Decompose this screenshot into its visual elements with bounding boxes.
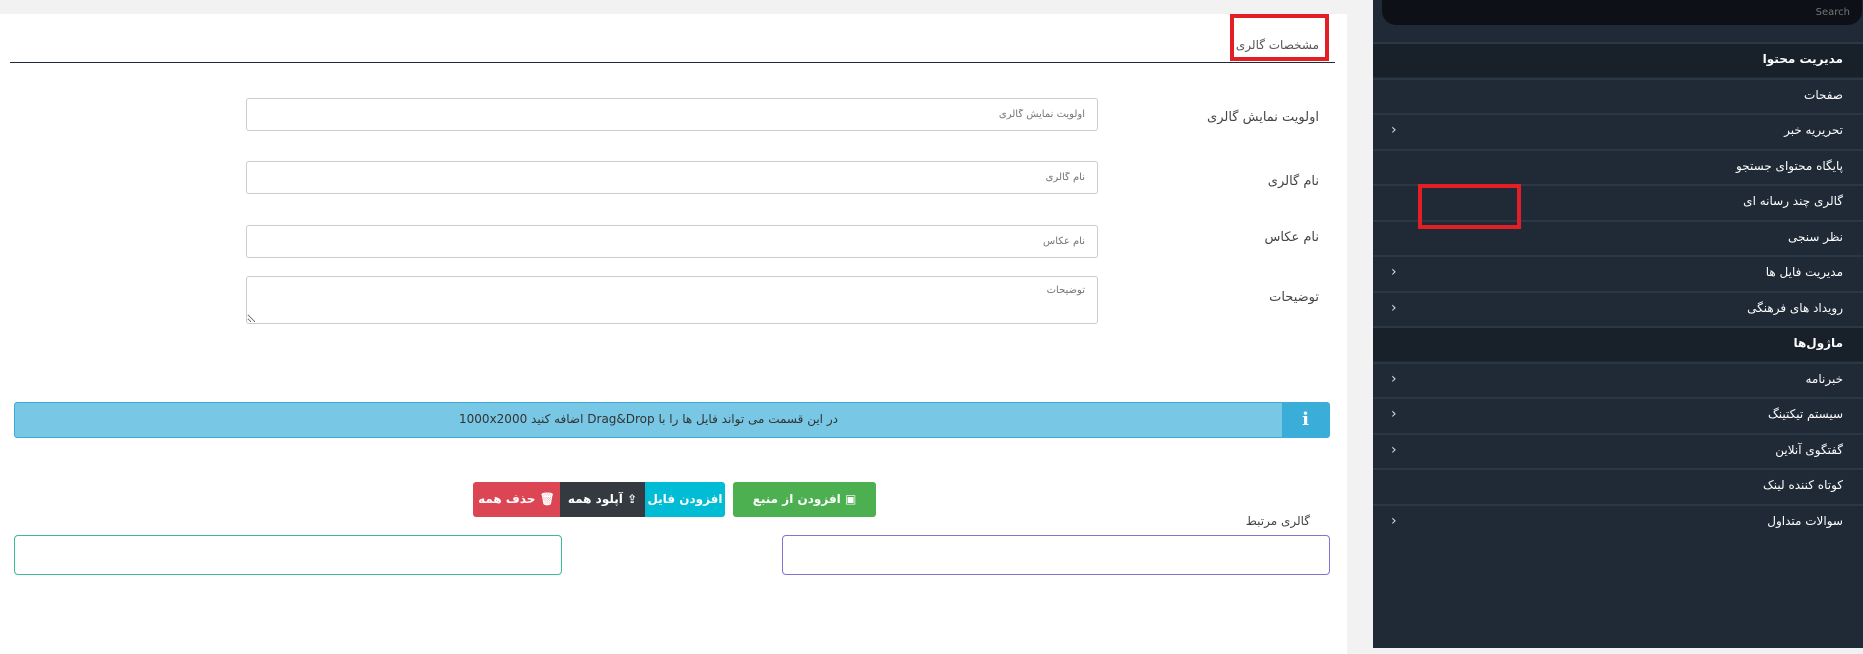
priority-input[interactable] bbox=[246, 98, 1098, 131]
add-file-label: افزودن فایل bbox=[647, 492, 723, 506]
photographer-label: نام عکاس bbox=[1264, 230, 1319, 245]
highlight-box bbox=[1418, 184, 1521, 229]
sidebar-item[interactable]: خبرنامه ‹ bbox=[1373, 361, 1863, 397]
sidebar-item[interactable]: پایگاه محتوای جستجو bbox=[1373, 148, 1863, 184]
gallery-name-label: نام گالری bbox=[1267, 174, 1319, 189]
sidebar-item-label: سوالات متداول bbox=[1767, 513, 1843, 528]
description-label: توضیحات bbox=[1269, 290, 1319, 305]
delete-all-label: حذف همه bbox=[478, 492, 536, 506]
sidebar-item-label: گفتگوی آنلاین bbox=[1775, 442, 1843, 457]
tab-divider bbox=[10, 62, 1335, 63]
sidebar-item[interactable]: نظر سنجی bbox=[1373, 219, 1863, 255]
info-alert: i در این قسمت می تواند فایل ها را با Dra… bbox=[14, 402, 1330, 438]
sidebar-item-label: ماژول‌ها bbox=[1793, 336, 1843, 350]
sidebar-item[interactable]: رویداد های فرهنگی ‹ bbox=[1373, 290, 1863, 326]
sidebar-section-header: مدیریت محتوا bbox=[1373, 42, 1863, 77]
chevron-left-icon: ‹ bbox=[1391, 264, 1397, 280]
image-icon: ▣ bbox=[840, 492, 857, 506]
sidebar-item[interactable]: گالری چند رسانه ای bbox=[1373, 184, 1863, 219]
photographer-input[interactable] bbox=[246, 225, 1098, 258]
sidebar-item-label: کوتاه کننده لینک bbox=[1762, 478, 1843, 492]
delete-all-button[interactable]: 🗑 حذف همه bbox=[473, 482, 560, 517]
chevron-left-icon: ‹ bbox=[1391, 299, 1397, 316]
sidebar-item-label: پایگاه محتوای جستجو bbox=[1736, 158, 1843, 173]
add-from-source-button[interactable]: ▣ افزودن از منبع فایل‌ها bbox=[733, 482, 876, 541]
info-text: در این قسمت می تواند فایل ها را با Drag&… bbox=[459, 412, 838, 426]
sidebar-item[interactable]: صفحات bbox=[1373, 77, 1863, 113]
chevron-left-icon: ‹ bbox=[1391, 512, 1397, 529]
sidebar-section-header: ماژول‌ها bbox=[1373, 326, 1863, 361]
sidebar-item-label: نظر سنجی bbox=[1787, 229, 1843, 244]
upload-icon: ⇪ bbox=[622, 492, 638, 506]
related-gallery-label: گالری مرتبط bbox=[1245, 514, 1310, 528]
gallery-form-card: مشخصات گالری اولویت نمایش گالری نام گالر… bbox=[0, 14, 1347, 654]
gallery-name-input[interactable] bbox=[246, 161, 1098, 194]
search-input[interactable] bbox=[1382, 0, 1862, 25]
sidebar-item-label: گالری چند رسانه ای bbox=[1743, 194, 1843, 208]
priority-label: اولویت نمایش گالری bbox=[1207, 110, 1319, 125]
add-file-button[interactable]: افزودن فایل bbox=[645, 482, 725, 517]
sidebar-item[interactable]: سیستم تیکتینگ ‹ bbox=[1373, 397, 1863, 432]
sidebar-item-label: تحریریه خبر bbox=[1784, 123, 1843, 137]
upload-all-button[interactable]: ⇪ آپلود همه bbox=[560, 482, 645, 517]
sidebar: مدیریت محتوا صفحات تحریریه خبر ‹ پایگاه محتو… bbox=[1373, 0, 1863, 648]
sidebar-item[interactable]: مدیریت فایل ها ‹ bbox=[1373, 255, 1863, 290]
sidebar-item[interactable]: سوالات متداول ‹ bbox=[1373, 503, 1863, 539]
upload-all-label: آپلود همه bbox=[567, 492, 623, 506]
related-gallery-select[interactable] bbox=[782, 535, 1330, 575]
sidebar-item-label: مدیریت فایل ها bbox=[1765, 265, 1843, 279]
chevron-left-icon: ‹ bbox=[1391, 370, 1397, 387]
trash-icon: 🗑 bbox=[535, 492, 555, 506]
sidebar-item-label: خبرنامه bbox=[1805, 371, 1843, 386]
info-icon: i bbox=[1282, 403, 1329, 437]
chevron-left-icon: ‹ bbox=[1391, 441, 1397, 458]
chevron-left-icon: ‹ bbox=[1391, 122, 1397, 138]
sidebar-item-label: سیستم تیکتینگ bbox=[1768, 407, 1843, 421]
sidebar-item-label: مدیریت محتوا bbox=[1762, 52, 1843, 66]
tab-gallery-specs[interactable]: مشخصات گالری bbox=[1230, 14, 1329, 61]
sidebar-item[interactable]: تحریریه خبر ‹ bbox=[1373, 113, 1863, 148]
sidebar-item-label: رویداد های فرهنگی bbox=[1747, 300, 1843, 315]
sidebar-item-label: صفحات bbox=[1804, 87, 1843, 102]
sidebar-item[interactable]: گفتگوی آنلاین ‹ bbox=[1373, 432, 1863, 468]
sidebar-item[interactable]: کوتاه کننده لینک bbox=[1373, 468, 1863, 503]
description-textarea[interactable] bbox=[246, 276, 1098, 324]
related-gallery-box-left[interactable] bbox=[14, 535, 562, 575]
chevron-left-icon: ‹ bbox=[1391, 406, 1397, 422]
add-from-source-label: افزودن از منبع فایل‌ها bbox=[752, 492, 841, 541]
